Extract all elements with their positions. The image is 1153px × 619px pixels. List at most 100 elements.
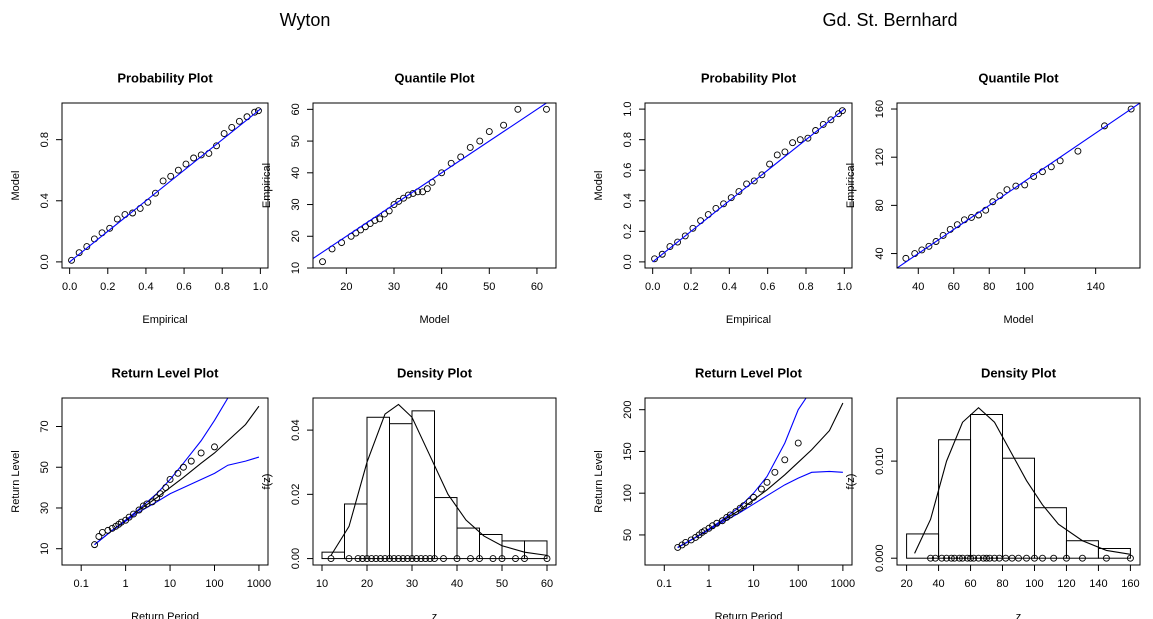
hist-bar [479, 533, 503, 560]
y-tick-label: 0.0 [622, 254, 634, 269]
point [95, 533, 103, 540]
point [947, 554, 955, 562]
x-tick-label: 40 [932, 578, 944, 590]
y-tick-label: 150 [622, 442, 634, 460]
chart-title: Quantile Plot [394, 70, 475, 85]
point [354, 555, 362, 563]
point [804, 134, 812, 142]
x-axis-label: Return Period [131, 611, 199, 619]
point [1039, 554, 1046, 562]
x-tick-label: 10 [164, 578, 176, 590]
point [692, 533, 699, 541]
point [1074, 147, 1082, 155]
curve [677, 470, 843, 548]
point [713, 519, 721, 527]
point [682, 539, 690, 546]
point [1078, 554, 1086, 562]
point [400, 194, 407, 202]
plot-frame [644, 102, 853, 269]
point [243, 113, 251, 121]
x-tick-label: 100 [205, 578, 223, 590]
x-tick-label: 40 [436, 281, 448, 293]
curve [69, 108, 261, 263]
point [757, 485, 765, 493]
y-tick-label: 0.00 [290, 548, 302, 569]
point [174, 166, 182, 174]
point [1127, 105, 1135, 113]
point [251, 108, 259, 116]
y-tick-label: 1.0 [622, 101, 634, 116]
point [319, 258, 326, 266]
point [736, 504, 744, 512]
hist-bar [501, 540, 525, 560]
point [413, 555, 420, 563]
point [108, 524, 116, 532]
point [106, 224, 114, 232]
point [543, 555, 551, 563]
point [438, 169, 446, 177]
curve [897, 103, 1140, 268]
y-tick-label: 40 [874, 247, 886, 259]
hist-bar [434, 497, 458, 560]
point [938, 554, 946, 562]
point [485, 128, 493, 136]
point [1102, 554, 1110, 562]
hist-bar [389, 423, 413, 560]
point [925, 242, 933, 250]
point [211, 443, 218, 451]
point [68, 256, 75, 264]
y-tick-label: 120 [874, 148, 886, 166]
y-tick-label: 50 [290, 135, 302, 147]
point [431, 555, 438, 563]
curve [330, 403, 548, 556]
y-axis-label: Model [10, 171, 22, 201]
point [153, 494, 161, 502]
x-tick-label: 1000 [831, 578, 855, 590]
point [453, 555, 461, 563]
point [121, 211, 129, 218]
point [959, 554, 966, 562]
point [386, 555, 393, 563]
point [543, 105, 550, 113]
point [789, 139, 797, 147]
y-axis-label: Model [593, 171, 605, 201]
point [723, 513, 731, 521]
y-tick-label: 0.4 [39, 193, 51, 208]
y-tick-label: 0.04 [290, 419, 302, 440]
x-tick-label: 0.0 [645, 281, 660, 293]
point [327, 555, 335, 563]
x-tick-label: 160 [1121, 578, 1139, 590]
point [689, 224, 697, 232]
point [975, 554, 982, 562]
point [182, 160, 190, 168]
y-tick-label: 70 [39, 420, 51, 432]
x-axis-label: Model [420, 314, 450, 326]
point [750, 177, 758, 185]
point [228, 123, 236, 131]
point [955, 554, 963, 562]
x-tick-label: 0.1 [74, 578, 89, 590]
point [144, 198, 152, 206]
point [139, 502, 147, 510]
point [750, 493, 758, 501]
y-tick-label: 200 [622, 401, 634, 419]
chart-title: Probability Plot [701, 70, 797, 85]
curve [677, 402, 844, 548]
y-axis-label: f(z) [261, 474, 273, 490]
hist-bar [366, 416, 390, 560]
x-tick-label: 0.4 [138, 281, 153, 293]
point [98, 229, 106, 237]
point [419, 188, 427, 196]
point [129, 510, 137, 518]
point [666, 243, 674, 251]
point [90, 235, 98, 243]
point [466, 143, 474, 151]
point [932, 238, 940, 245]
x-tick-label: 10 [747, 578, 759, 590]
point [726, 511, 734, 519]
point [745, 498, 753, 505]
chart-title: Density Plot [981, 365, 1057, 380]
point [521, 555, 528, 563]
hist-bar [411, 410, 435, 560]
point [773, 151, 781, 159]
